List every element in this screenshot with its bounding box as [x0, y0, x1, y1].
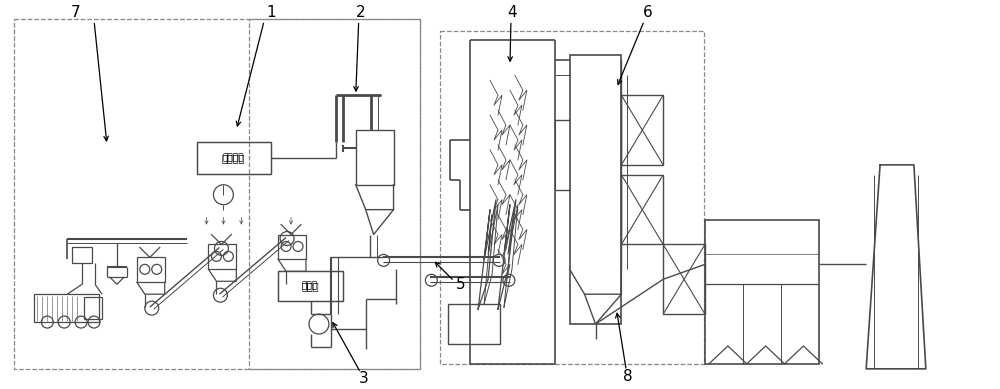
Bar — [356, 130, 394, 185]
Text: 7: 7 — [70, 5, 80, 20]
Bar — [663, 244, 705, 314]
Bar — [14, 19, 420, 369]
Bar — [621, 95, 663, 165]
Bar — [84, 297, 102, 319]
Bar — [448, 304, 500, 344]
Bar — [137, 258, 165, 282]
Bar — [249, 19, 420, 369]
Bar — [440, 31, 704, 364]
Text: 废料仓: 废料仓 — [302, 282, 318, 291]
Text: 废料仓: 废料仓 — [301, 281, 319, 291]
Text: 3: 3 — [359, 371, 369, 386]
Bar — [570, 55, 621, 324]
Bar — [72, 247, 92, 263]
Text: 6: 6 — [642, 5, 652, 20]
Bar — [621, 175, 663, 244]
Text: 8: 8 — [623, 369, 632, 384]
Text: 石灰石仓: 石灰石仓 — [223, 153, 244, 162]
Bar — [705, 219, 819, 364]
Text: 石灰石仓: 石灰石仓 — [222, 153, 245, 163]
Text: 1: 1 — [266, 5, 276, 20]
Bar — [197, 142, 271, 174]
Bar — [278, 271, 343, 301]
Bar — [278, 271, 343, 301]
Bar — [34, 294, 99, 322]
Text: 2: 2 — [356, 5, 366, 20]
Bar — [197, 142, 271, 174]
Text: 4: 4 — [507, 5, 517, 20]
Text: 5: 5 — [455, 277, 465, 292]
Bar — [208, 244, 236, 269]
Bar — [278, 235, 306, 259]
